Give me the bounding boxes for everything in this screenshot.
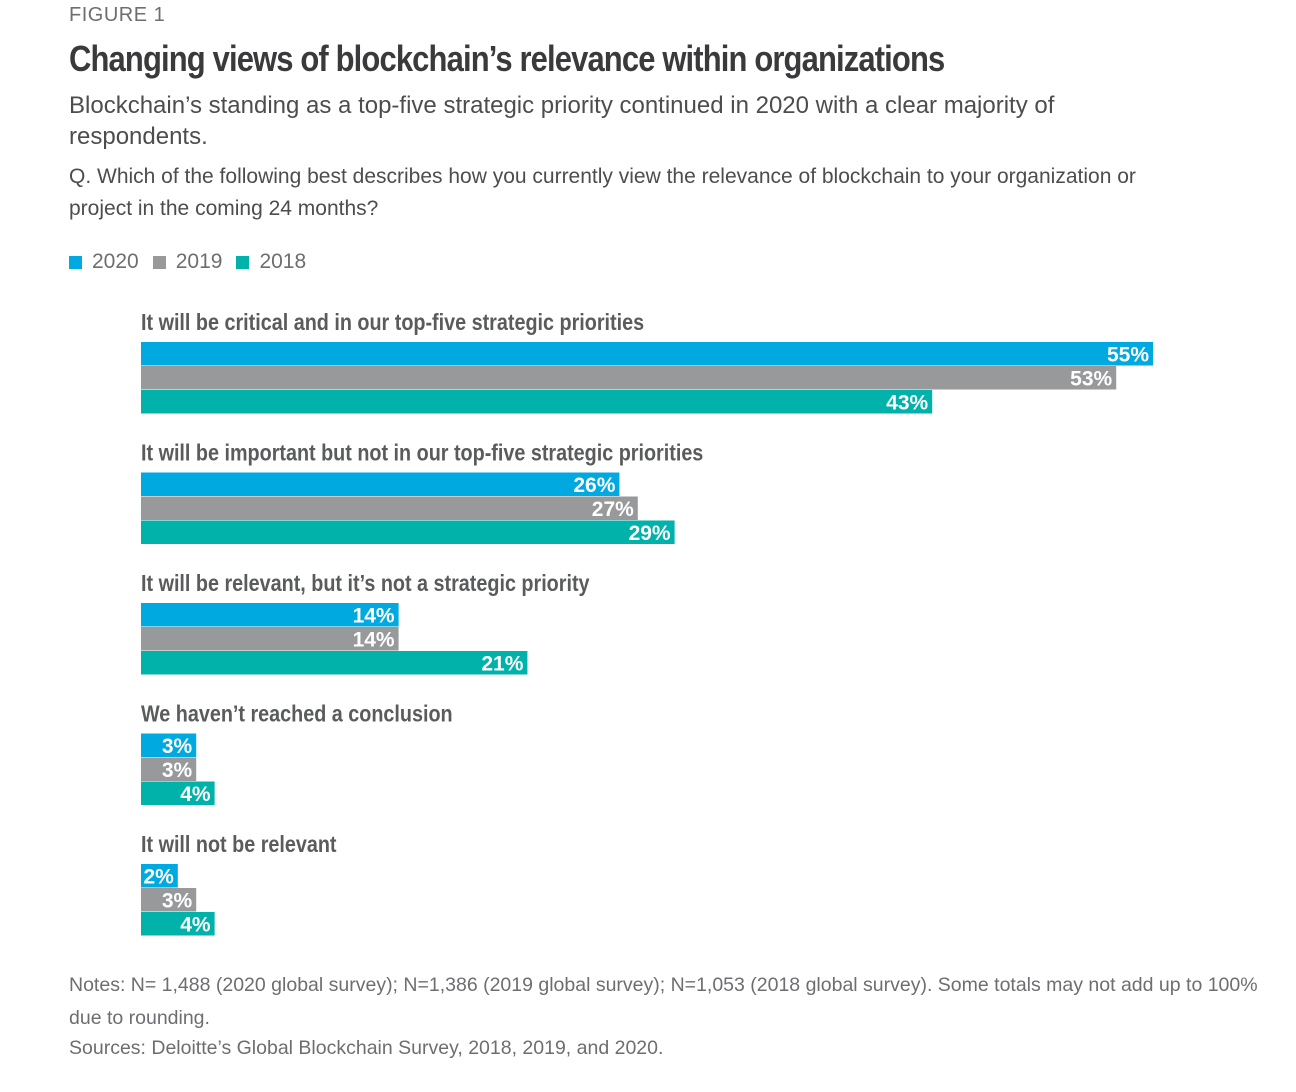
data-label-2019: 53% (1070, 368, 1112, 391)
data-label-2020: 26% (573, 474, 615, 497)
legend-label-2018: 2018 (259, 250, 307, 273)
legend: 2020 2019 2018 (69, 250, 320, 274)
legend-item-2018: 2018 (236, 250, 306, 274)
bar-chart: It will be critical and in our top-five … (141, 310, 1153, 937)
data-label-2020: 3% (162, 735, 193, 758)
data-label-2018: 29% (629, 522, 671, 545)
bar-2019 (141, 757, 197, 781)
data-label-2018: 43% (886, 392, 928, 415)
data-label-2020: 14% (353, 605, 395, 628)
bar-2020 (141, 603, 399, 627)
category-label: It will not be relevant (141, 832, 337, 858)
survey-question: Q. Which of the following best describes… (69, 165, 1136, 220)
data-label-2018: 21% (481, 653, 523, 676)
category-label: It will be important but not in our top-… (141, 440, 703, 466)
chart-notes: Notes: N= 1,488 (2020 global survey); N=… (69, 974, 1258, 1029)
data-label-2019: 14% (353, 629, 395, 652)
category-label: We haven’t reached a conclusion (141, 701, 453, 727)
data-label-2018: 4% (180, 914, 211, 937)
bar-2020 (141, 864, 178, 888)
legend-label-2020: 2020 (92, 250, 139, 273)
bar-2018 (141, 781, 215, 805)
data-label-2019: 3% (162, 759, 193, 782)
bar-2020 (141, 472, 620, 496)
legend-item-2020: 2020 (69, 250, 139, 274)
legend-label-2019: 2019 (175, 250, 223, 273)
legend-item-2019: 2019 (152, 250, 223, 274)
bar-2018 (141, 912, 215, 936)
bar-2018 (141, 651, 528, 675)
bar-2019 (141, 366, 1117, 390)
data-label-2020: 2% (143, 866, 174, 889)
bar-2019 (141, 888, 197, 912)
data-label-2020: 55% (1107, 344, 1149, 367)
bar-2020 (141, 733, 197, 757)
data-label-2019: 3% (162, 890, 193, 913)
chart-sources: Sources: Deloitte’s Global Blockchain Su… (69, 1037, 664, 1059)
chart-subtitle: Blockchain’s standing as a top-five stra… (69, 92, 1055, 150)
chart-title: Changing views of blockchain’s relevance… (69, 38, 945, 79)
bar-2018 (141, 390, 933, 414)
bar-2019 (141, 627, 399, 651)
bar-2018 (141, 520, 675, 544)
figure-label: FIGURE 1 (69, 4, 166, 26)
category-label: It will be relevant, but it’s not a stra… (141, 571, 590, 597)
bar-2019 (141, 496, 638, 520)
legend-swatch-2018 (236, 255, 250, 269)
data-label-2018: 4% (180, 783, 211, 806)
legend-swatch-2019 (152, 255, 166, 269)
legend-swatch-2020 (69, 255, 82, 269)
category-label: It will be critical and in our top-five … (141, 310, 644, 336)
bar-2020 (141, 342, 1153, 366)
data-label-2019: 27% (592, 498, 634, 521)
